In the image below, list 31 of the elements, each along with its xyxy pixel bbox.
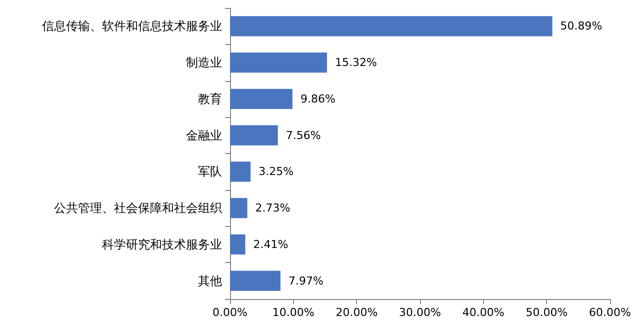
data-label: 15.32% (335, 56, 377, 70)
y-tick-label: 制造业 (186, 56, 222, 70)
bar (230, 198, 248, 218)
data-label: 2.41% (253, 238, 288, 251)
data-label: 7.97% (288, 274, 324, 288)
data-label: 2.73% (255, 202, 290, 215)
y-tick-label: 教育 (198, 92, 222, 106)
y-tick-label: 信息传输、软件和信息技术服务业 (42, 19, 222, 34)
y-tick-label: 其他 (198, 274, 222, 288)
bar (230, 88, 292, 109)
x-tick-label: 20.00% (336, 306, 378, 319)
y-tick-label: 科学研究和技术服务业 (102, 237, 222, 252)
bar (230, 162, 251, 182)
y-tick-label: 金融业 (186, 128, 222, 142)
bar (230, 16, 552, 36)
bar (230, 234, 246, 254)
x-tick-label: 50.00% (526, 306, 568, 319)
x-tick-label: 60.00% (589, 306, 631, 319)
bar (230, 52, 328, 73)
data-label: 50.89% (560, 20, 602, 33)
bar (230, 125, 278, 146)
bar (230, 270, 280, 291)
x-tick-label: 10.00% (272, 306, 314, 319)
x-tick-label: 0.00% (212, 306, 248, 319)
data-label: 3.25% (258, 165, 294, 178)
x-tick-label: 30.00% (399, 306, 441, 319)
y-tick-label: 公共管理、社会保障和社会组织 (54, 201, 222, 216)
x-tick-label: 40.00% (462, 306, 504, 319)
data-label: 9.86% (300, 92, 336, 106)
y-tick-label: 军队 (198, 164, 222, 179)
data-label: 7.56% (286, 128, 321, 142)
